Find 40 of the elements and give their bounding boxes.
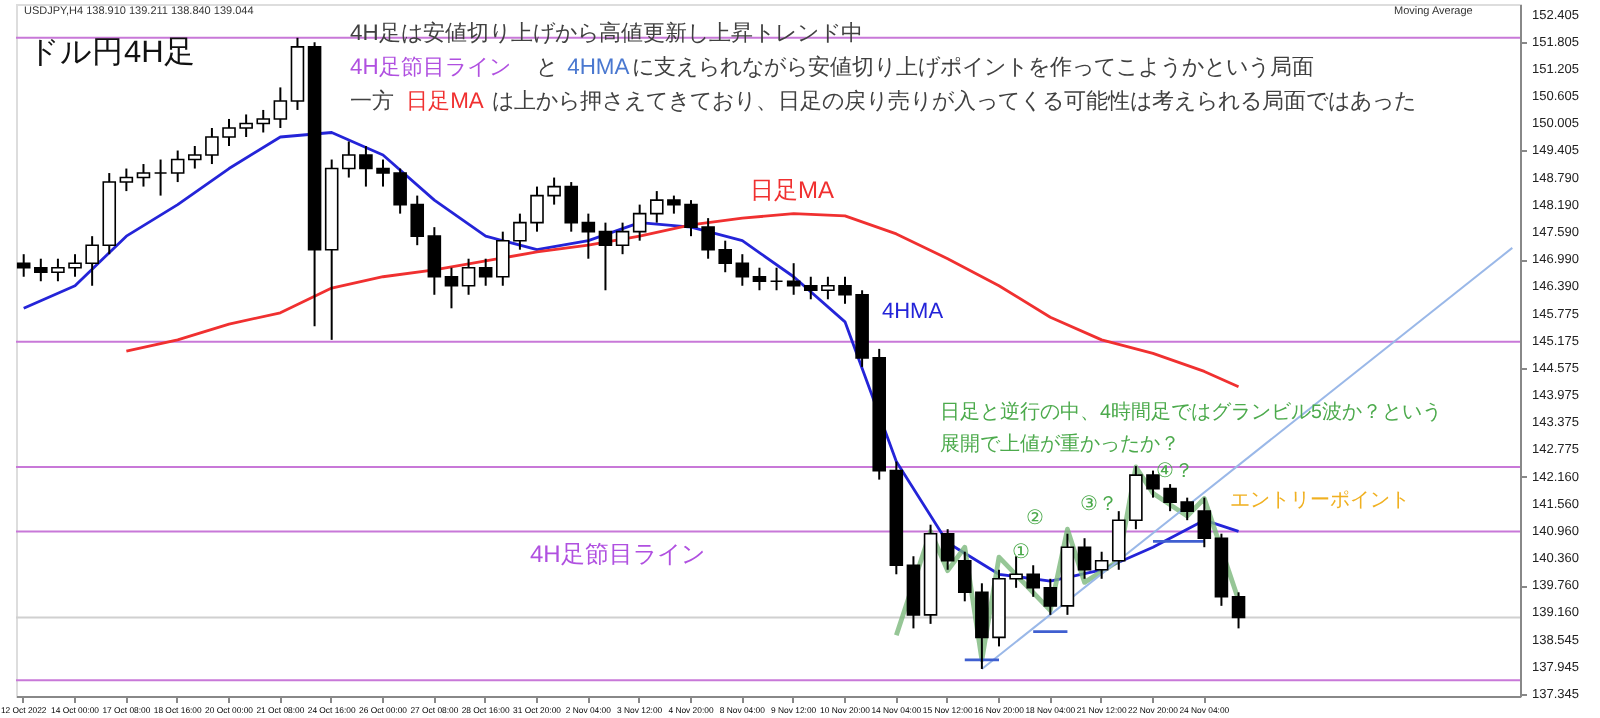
annotation: 4H足節目ライン <box>530 540 705 568</box>
candlestick <box>273 86 288 129</box>
candlestick <box>581 212 596 260</box>
candlestick <box>615 221 630 256</box>
candlestick <box>461 257 476 296</box>
annotation: と <box>536 56 559 80</box>
candlestick <box>752 266 767 292</box>
candlestick <box>1094 550 1109 580</box>
candlestick <box>16 253 31 278</box>
candlestick <box>786 262 801 296</box>
series-label: 4HMA <box>882 300 945 324</box>
annotation: に支えられながら安値切り上げポイントを作ってこようかという局面 <box>632 54 1315 80</box>
candlestick <box>136 163 151 188</box>
candlestick <box>170 149 185 184</box>
annotation: は上から押さえてきており、日足の戻り売りが入ってくる可能性は考えられる局面ではあった <box>491 88 1416 114</box>
annotation: 4HMA <box>567 56 631 80</box>
candlestick <box>119 167 134 193</box>
candlestick <box>1197 496 1212 549</box>
candlestick <box>1043 577 1058 616</box>
annotation: ② <box>1026 508 1044 530</box>
series-label: 日足MA <box>750 176 834 204</box>
candlestick <box>1077 537 1092 580</box>
candlestick <box>598 221 613 292</box>
annotation: ① <box>1012 541 1030 564</box>
candlestick <box>427 226 442 296</box>
candlestick <box>153 158 168 197</box>
annotation: エントリーポイント <box>1230 490 1410 512</box>
candlestick <box>478 257 493 287</box>
candlestick <box>769 266 784 292</box>
text: ドル円4H足 <box>28 36 196 70</box>
candlestick <box>735 253 750 287</box>
candlestick <box>632 203 647 242</box>
annotation: ③？ <box>1080 494 1118 516</box>
candlestick <box>444 266 459 310</box>
annotation: 4H足節目ライン <box>350 56 511 80</box>
annotation: 展開で上値が重かったか？ <box>940 432 1180 456</box>
candlestick <box>940 528 955 571</box>
annotation: 一方 <box>350 88 394 114</box>
candlestick <box>1231 591 1246 630</box>
annotation: 日足MA <box>406 90 485 114</box>
